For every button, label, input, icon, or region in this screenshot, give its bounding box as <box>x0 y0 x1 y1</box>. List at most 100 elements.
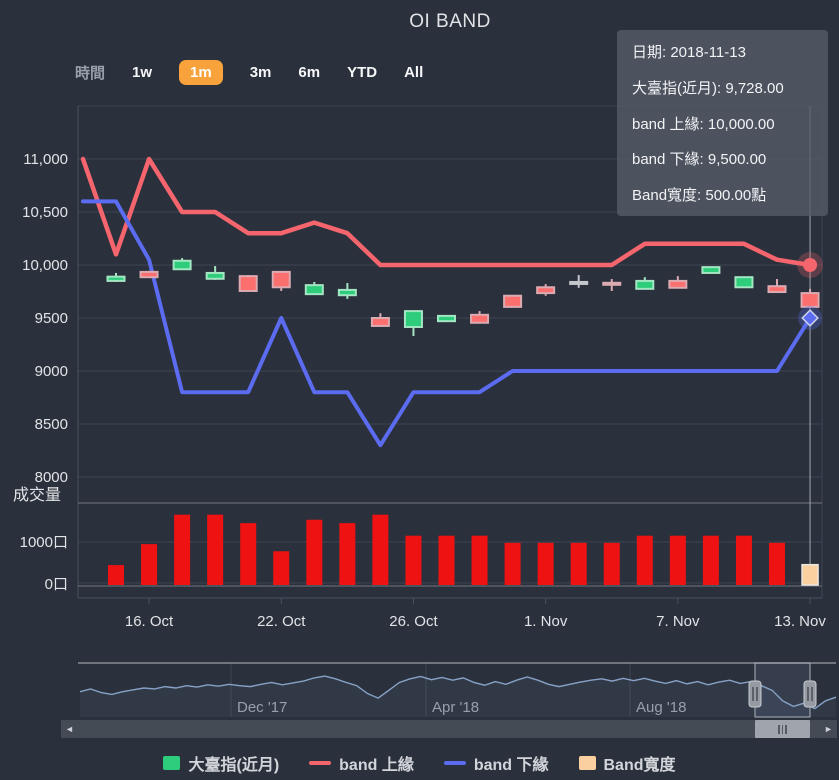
band-width-bar[interactable] <box>273 551 290 585</box>
navigator-series-line <box>79 675 837 710</box>
candlestick[interactable] <box>205 271 225 280</box>
band-upper-line[interactable] <box>80 156 813 268</box>
band-lower-marker <box>801 309 819 327</box>
legend-item-band-width[interactable]: Band寬度 <box>578 751 676 775</box>
tooltip-band-width: Band寬度: 500.00點 <box>632 187 767 204</box>
band-width-bar[interactable] <box>504 542 521 585</box>
scrollbar-thumb[interactable] <box>755 720 810 738</box>
y-axis-label: 9500 <box>35 310 68 327</box>
green-candle-swatch-icon <box>163 756 181 770</box>
candlestick[interactable] <box>403 310 423 329</box>
x-axis-label: 16. Oct <box>125 613 174 630</box>
range-button-1m[interactable]: 1m <box>179 60 223 85</box>
volume-axis-label: 0口 <box>45 576 68 593</box>
scrollbar-right-arrow-button[interactable]: ► <box>820 720 837 738</box>
range-button-6m[interactable]: 6m <box>298 64 321 81</box>
band-width-bar[interactable] <box>207 514 224 585</box>
candlestick[interactable] <box>800 292 820 308</box>
navigator-left-handle[interactable] <box>748 680 762 708</box>
band-width-bar[interactable] <box>174 514 191 585</box>
navigator[interactable]: Dec '17 Apr '18 Aug '18 <box>0 650 839 750</box>
tooltip-date: 日期: 2018-11-13 <box>632 44 746 61</box>
band-width-bar[interactable] <box>735 535 752 585</box>
legend-item-band-lower[interactable]: band 下緣 <box>443 751 549 775</box>
candlestick[interactable] <box>734 276 754 289</box>
band-width-bar[interactable] <box>141 544 158 585</box>
x-axis-label: 1. Nov <box>524 613 568 630</box>
band-upper-marker <box>803 258 818 272</box>
navigator-selected-range[interactable] <box>754 662 811 718</box>
x-axis-label: 7. Nov <box>656 613 700 630</box>
y-axis-label: 11,000 <box>23 151 68 168</box>
candlestick[interactable] <box>536 286 556 295</box>
candlestick[interactable] <box>503 294 523 308</box>
candlestick[interactable] <box>139 270 159 279</box>
band-width-bar-highlighted[interactable] <box>801 563 819 586</box>
candlestick[interactable] <box>668 279 688 289</box>
candlestick[interactable] <box>337 288 357 297</box>
tooltip: 日期: 2018-11-13 大臺指(近月): 9,728.00 band 上緣… <box>617 30 828 216</box>
candlestick[interactable] <box>635 279 655 290</box>
band-width-bar[interactable] <box>669 535 686 585</box>
candlestick[interactable] <box>470 313 490 324</box>
candlestick[interactable] <box>172 259 192 271</box>
left-arrow-icon: ◄ <box>65 724 74 734</box>
navigator-area <box>80 676 836 717</box>
candlestick[interactable] <box>238 275 258 292</box>
band-width-bar[interactable] <box>702 535 719 585</box>
x-axis-label: 22. Oct <box>257 613 306 630</box>
candlestick[interactable] <box>370 317 390 327</box>
blue-line-swatch-icon <box>443 761 466 765</box>
candlestick[interactable] <box>437 314 456 323</box>
candlestick[interactable] <box>106 275 126 282</box>
x-axis-label: 13. Nov <box>774 613 826 630</box>
candlestick[interactable] <box>767 285 787 294</box>
tooltip-band-lower: band 下緣: 9,500.00 <box>632 151 767 169</box>
band-width-bar[interactable] <box>306 519 323 585</box>
band-width-bar[interactable] <box>603 542 620 585</box>
legend-item-band-upper[interactable]: band 上緣 <box>309 751 414 775</box>
band-width-bar[interactable] <box>570 542 587 585</box>
band-width-bar[interactable] <box>438 535 455 585</box>
band-width-bar[interactable] <box>108 565 124 585</box>
navigator-axis-label: Dec '17 <box>237 699 287 716</box>
main-chart[interactable]: 11,000 10,500 10,000 9500 9000 8500 8000 1000口 0… <box>0 0 839 648</box>
band-width-bar[interactable] <box>339 523 356 585</box>
range-selector-label: 時間 <box>75 65 106 82</box>
range-button-3m[interactable]: 3m <box>249 64 272 81</box>
range-button-all[interactable]: All <box>404 64 424 81</box>
band-width-bar[interactable] <box>372 514 389 585</box>
candlestick[interactable] <box>701 266 721 274</box>
legend-item-index[interactable]: 大臺指(近月) <box>163 751 279 775</box>
candlestick[interactable] <box>304 284 324 296</box>
band-width-bar[interactable] <box>405 535 422 585</box>
red-line-swatch-icon <box>309 761 332 765</box>
band-width-bar[interactable] <box>240 523 257 585</box>
orange-bar-swatch-icon <box>578 756 596 770</box>
y-axis-label: 10,500 <box>22 204 68 221</box>
legend-label: band 上緣 <box>339 757 414 774</box>
y-axis-label: 8500 <box>35 416 68 433</box>
band-lower-line[interactable] <box>81 199 813 448</box>
scrollbar-left-arrow-button[interactable]: ◄ <box>61 720 78 738</box>
candlestick[interactable] <box>569 280 589 285</box>
legend: 大臺指(近月) band 上緣 band 下緣 Band寬度 <box>0 751 839 775</box>
candlestick[interactable] <box>271 270 291 289</box>
y-axis-label: 9000 <box>35 363 68 380</box>
x-axis-label: 26. Oct <box>389 613 438 630</box>
band-width-bar[interactable] <box>769 542 785 585</box>
legend-label: band 下緣 <box>473 757 549 774</box>
legend-label: 大臺指(近月) <box>188 757 280 774</box>
candlestick[interactable] <box>602 281 622 286</box>
band-width-bar[interactable] <box>537 542 554 585</box>
range-selector: 時間 1w 1m 3m 6m YTD All <box>75 60 423 85</box>
volume-axis-label: 1000口 <box>20 534 68 551</box>
range-button-1w[interactable]: 1w <box>132 64 153 81</box>
band-width-bar[interactable] <box>471 535 488 585</box>
right-arrow-icon: ► <box>824 724 833 734</box>
navigator-right-handle[interactable] <box>803 680 817 708</box>
range-button-ytd[interactable]: YTD <box>347 64 378 81</box>
scrollbar-track[interactable] <box>78 720 820 738</box>
band-width-bar[interactable] <box>636 535 653 585</box>
